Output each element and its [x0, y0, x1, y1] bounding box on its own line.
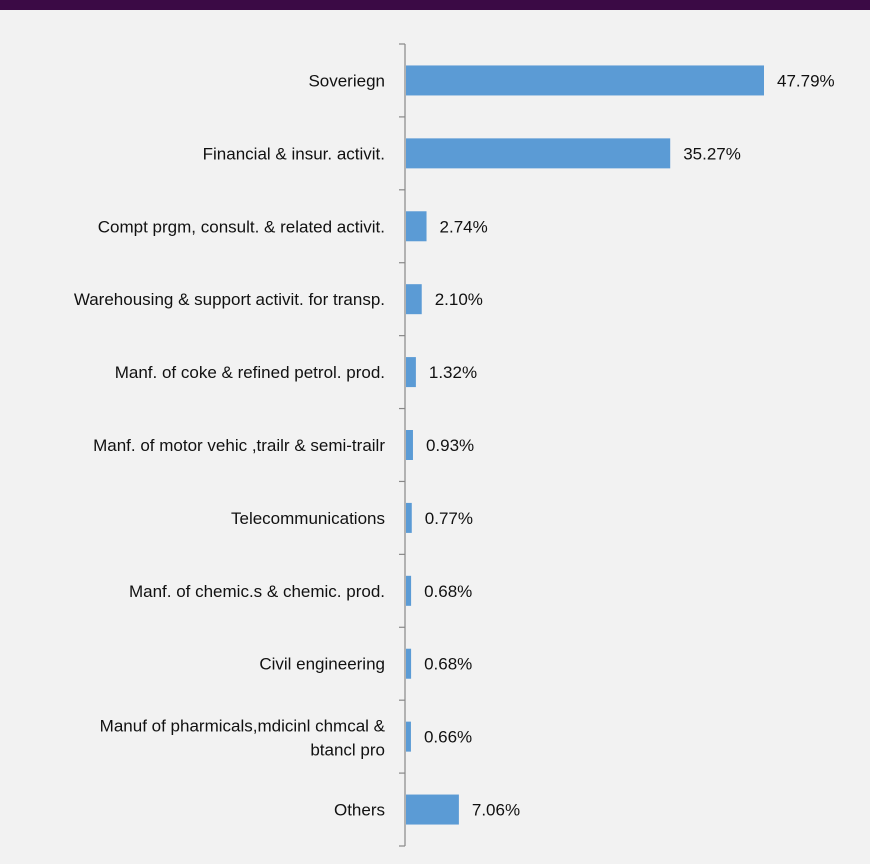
data-label: 0.66%	[424, 728, 472, 747]
header-band	[0, 0, 870, 10]
data-label: 7.06%	[472, 801, 520, 820]
category-label: Manuf of pharmicals,mdicinl chmcal & btan…	[100, 717, 386, 760]
bar	[406, 430, 413, 460]
data-label: 0.68%	[424, 582, 472, 601]
label-layer: 47.79% Soveriegn 35.27% Financial & insur. …	[74, 71, 835, 819]
bar	[406, 721, 411, 752]
category-label: Warehousing & support activit. for trans…	[74, 290, 385, 309]
category-label: Compt prgm, consult. & related activit.	[98, 217, 385, 236]
bar	[406, 284, 422, 315]
bar	[406, 65, 764, 96]
category-label: Manf. of chemic.s & chemic. prod.	[129, 582, 385, 601]
category-label: Soveriegn	[308, 71, 385, 90]
data-label: 0.68%	[424, 655, 472, 674]
bar	[406, 794, 459, 825]
category-label: Manf. of motor vehic ,trailr & semi-trai…	[93, 436, 385, 455]
bar-layer	[406, 65, 764, 825]
bar	[406, 357, 416, 388]
bar	[406, 648, 412, 679]
bar	[406, 211, 427, 242]
data-label: 0.77%	[425, 509, 473, 528]
data-label: 2.10%	[435, 290, 483, 309]
data-label: 47.79%	[777, 71, 835, 90]
category-label: Telecommunications	[231, 509, 385, 528]
bar	[406, 138, 671, 169]
data-label: 35.27%	[683, 144, 741, 163]
data-label: 2.74%	[440, 217, 488, 236]
category-label: Manf. of coke & refined petrol. prod.	[115, 363, 385, 382]
category-label: Civil engineering	[259, 655, 385, 674]
data-label: 1.32%	[429, 363, 477, 382]
data-label: 0.93%	[426, 436, 474, 455]
bar	[406, 502, 412, 533]
category-label: Financial & insur. activit.	[203, 144, 385, 163]
bar	[406, 575, 412, 606]
category-label: Others	[334, 801, 385, 820]
axis-layer	[399, 43, 406, 847]
